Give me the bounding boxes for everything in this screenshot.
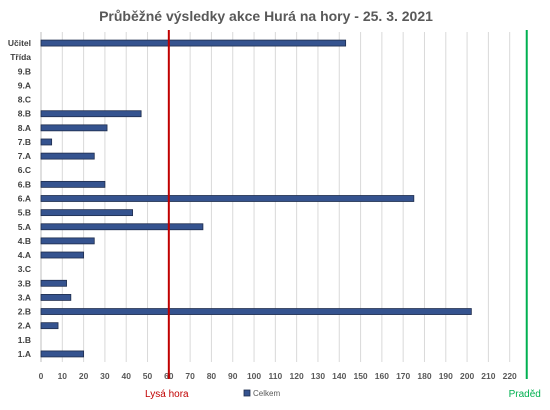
bar	[40, 237, 95, 245]
legend-marker	[243, 389, 251, 397]
x-tick-label: 120	[290, 371, 304, 381]
category-label: 7.B	[18, 137, 31, 147]
bar	[40, 195, 415, 202]
x-tick-label: 190	[439, 371, 453, 381]
reference-line-label: Praděd	[509, 389, 541, 400]
x-tick-label: 100	[247, 371, 261, 381]
x-tick-label: 140	[332, 371, 346, 381]
reference-lines: Lysá hora Praděd	[145, 30, 541, 400]
legend-label: Celkem	[253, 389, 280, 398]
bar	[40, 251, 85, 259]
category-label: 3.C	[18, 264, 31, 274]
x-tick-label: 0	[39, 371, 44, 381]
category-label: 7.A	[18, 151, 31, 161]
category-label: 2.A	[18, 321, 31, 331]
category-label: 3.B	[18, 278, 31, 288]
bar	[40, 152, 95, 160]
bar	[40, 279, 67, 287]
bar	[40, 223, 204, 231]
bar	[40, 294, 72, 301]
reference-line-label: Lysá hora	[145, 389, 189, 400]
category-label: 6.B	[18, 179, 31, 189]
category-label: 8.A	[18, 123, 31, 133]
x-tick-label: 210	[481, 371, 495, 381]
category-label: 6.C	[18, 165, 31, 175]
x-tick-label: 90	[228, 371, 238, 381]
x-tick-labels: 0102030405060708090100110120130140150160…	[39, 371, 517, 381]
bar	[40, 308, 472, 315]
x-tick-label: 180	[417, 371, 431, 381]
category-label: 4.A	[18, 250, 31, 260]
x-tick-label: 50	[143, 371, 153, 381]
category-label: 1.B	[18, 335, 31, 345]
category-label: 1.A	[18, 349, 31, 359]
category-label: 2.B	[18, 307, 31, 317]
category-label: 9.A	[18, 80, 31, 90]
category-label: 8.C	[18, 95, 31, 105]
category-label: 5.A	[18, 222, 31, 232]
bar	[40, 180, 106, 188]
category-label: Třída	[10, 52, 31, 62]
category-label: 5.B	[18, 208, 31, 218]
category-label: 4.B	[18, 236, 31, 246]
x-tick-label: 40	[121, 371, 131, 381]
bars	[40, 39, 472, 358]
category-label: 6.A	[18, 194, 31, 204]
category-label: Učitel	[8, 38, 31, 48]
category-labels: Učitel Třída 9.B 9.A 8.C 8.B 8.A 7.B 7.A 6.C 6.B 6.…	[8, 38, 31, 359]
x-tick-label: 70	[185, 371, 195, 381]
bar	[40, 39, 347, 47]
x-tick-label: 150	[353, 371, 367, 381]
x-tick-label: 130	[311, 371, 325, 381]
x-tick-label: 10	[58, 371, 68, 381]
chart-title: Průběžné výsledky akce Hurá na hory - 25…	[99, 8, 433, 24]
category-label: 9.B	[18, 66, 31, 76]
x-tick-label: 220	[503, 371, 517, 381]
bar	[40, 209, 134, 217]
x-tick-label: 30	[100, 371, 110, 381]
category-label: 8.B	[18, 109, 31, 119]
x-tick-label: 200	[460, 371, 474, 381]
category-label: 3.A	[18, 292, 31, 302]
bar	[40, 350, 85, 358]
x-tick-label: 110	[268, 371, 282, 381]
x-tick-label: 160	[375, 371, 389, 381]
bar	[40, 110, 142, 118]
bar	[40, 322, 59, 330]
bar	[40, 124, 108, 132]
x-tick-label: 170	[396, 371, 410, 381]
x-tick-label: 20	[79, 371, 89, 381]
x-tick-label: 80	[207, 371, 217, 381]
bar	[40, 138, 53, 146]
legend: Celkem	[243, 389, 280, 398]
